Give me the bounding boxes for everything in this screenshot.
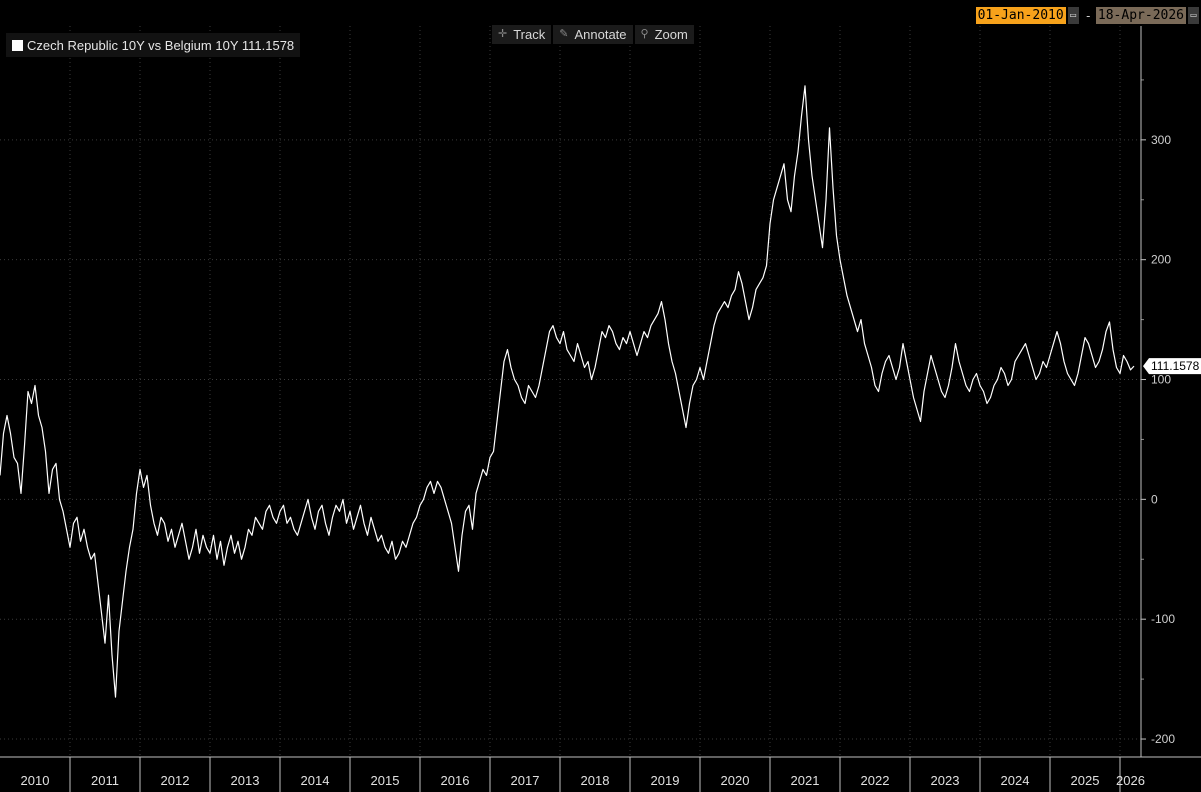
x-tick-label: 2020 xyxy=(721,773,750,788)
pencil-icon: ✎ xyxy=(559,28,569,40)
y-axis: 300 200 100 0 -100 -200 xyxy=(1140,26,1175,757)
calendar-icon[interactable]: ▭ xyxy=(1067,7,1079,24)
x-tick-label: 2026 xyxy=(1116,773,1145,788)
calendar-icon[interactable]: ▭ xyxy=(1188,7,1199,24)
x-tick-label: 2022 xyxy=(861,773,890,788)
track-label: Track xyxy=(513,27,546,42)
end-date-field[interactable]: 18-Apr-2026 xyxy=(1095,7,1186,24)
x-axis: 2010 2011 2012 2013 2014 2015 2016 2017 2018 2019… xyxy=(0,756,1201,792)
y-tick-label: -100 xyxy=(1151,612,1175,626)
date-range-picker[interactable]: 01-Jan-2010 ▭ - 18-Apr-2026 ▭ xyxy=(975,7,1201,24)
x-tick-label: 2012 xyxy=(161,773,190,788)
x-tick-label: 2023 xyxy=(931,773,960,788)
start-date-field[interactable]: 01-Jan-2010 xyxy=(975,7,1066,24)
last-value-label: 111.1578 xyxy=(1151,359,1200,373)
magnifier-icon: ⚲ xyxy=(640,28,649,40)
x-tick-label: 2018 xyxy=(581,773,610,788)
crosshair-icon: ✛ xyxy=(498,28,508,40)
x-tick-label: 2025 xyxy=(1071,773,1100,788)
annotate-button[interactable]: ✎ Annotate xyxy=(553,25,633,44)
x-tick-label: 2021 xyxy=(791,773,820,788)
y-tick-label: 300 xyxy=(1151,133,1171,147)
x-tick-label: 2011 xyxy=(91,773,119,788)
zoom-button[interactable]: ⚲ Zoom xyxy=(634,25,694,44)
x-tick-label: 2015 xyxy=(371,773,400,788)
date-separator: - xyxy=(1084,8,1092,23)
series-line xyxy=(0,85,1135,698)
last-value-tag-shape xyxy=(1143,358,1201,375)
legend-swatch xyxy=(12,39,23,51)
series-layer xyxy=(0,85,1135,698)
track-button[interactable]: ✛ Track xyxy=(492,25,552,44)
x-tick-label: 2016 xyxy=(441,773,470,788)
legend[interactable]: Czech Republic 10Y vs Belgium 10Y 111.15… xyxy=(6,33,301,57)
annotate-label: Annotate xyxy=(574,27,627,42)
legend-label: Czech Republic 10Y vs Belgium 10Y 111.15… xyxy=(27,37,295,53)
x-tick-label: 2014 xyxy=(301,773,330,788)
y-tick-label: 100 xyxy=(1151,373,1171,387)
chart-toolbar: ✛ Track ✎ Annotate ⚲ Zoom xyxy=(492,25,694,44)
last-value-tag: 111.1578 xyxy=(1143,358,1201,375)
y-tick-label: 200 xyxy=(1151,253,1171,267)
top-bar: 01-Jan-2010 ▭ - 18-Apr-2026 ▭ xyxy=(0,0,1201,26)
x-tick-label: 2010 xyxy=(21,773,50,788)
y-tick-label: 0 xyxy=(1151,492,1158,506)
y-tick-label: -200 xyxy=(1151,732,1175,746)
zoom-label: Zoom xyxy=(654,27,688,42)
x-tick-label: 2024 xyxy=(1001,773,1030,788)
x-tick-label: 2019 xyxy=(651,773,680,788)
x-tick-label: 2017 xyxy=(511,773,540,788)
x-tick-label: 2013 xyxy=(231,773,260,788)
